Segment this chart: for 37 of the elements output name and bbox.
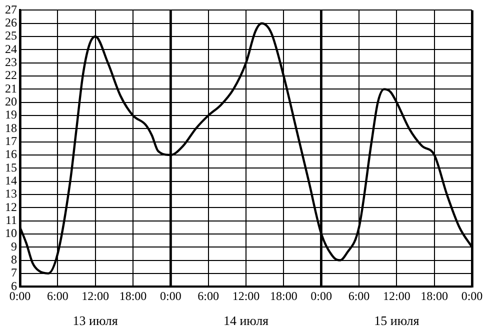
y-tick-label: 17 — [5, 134, 17, 148]
y-tick-label: 21 — [5, 81, 17, 96]
y-tick-label: 7 — [11, 266, 17, 280]
y-tick-label: 16 — [5, 147, 17, 162]
y-tick-label: 6 — [11, 278, 17, 293]
y-tick-label: 14 — [5, 173, 17, 188]
y-tick-label: 19 — [5, 108, 17, 122]
text: 13 июля — [72, 313, 118, 328]
y-tick-label: 24 — [5, 42, 17, 56]
y-tick-label: 11 — [5, 212, 17, 227]
y-tick-label: 9 — [11, 239, 17, 254]
y-tick-label: 25 — [5, 28, 17, 43]
x-tick-label: 12:00 — [232, 288, 260, 303]
x-tick-label: 12:00 — [82, 288, 110, 303]
x-tick-label: 18:00 — [270, 288, 298, 303]
x-tick-label: 18:00 — [420, 288, 448, 303]
x-tick-label: 12:00 — [382, 288, 410, 303]
y-tick-label: 18 — [5, 120, 17, 135]
y-tick-label: 10 — [5, 226, 17, 240]
y-tick-label: 23 — [5, 55, 17, 70]
x-tick-label: 0:00 — [310, 288, 332, 303]
y-tick-label: 22 — [5, 68, 17, 82]
y-tick-label: 26 — [5, 16, 17, 30]
x-tick-label: 6:00 — [46, 288, 68, 303]
x-tick-label: 6:00 — [198, 288, 220, 303]
y-tick-label: 27 — [5, 2, 17, 16]
text: 14 июля — [223, 313, 269, 328]
x-tick-label: 18:00 — [119, 288, 147, 303]
y-tick-label: 20 — [5, 94, 17, 108]
text: 15 июля — [374, 313, 420, 328]
x-tick-label: 0:00 — [160, 288, 182, 303]
x-tick-label: 6:00 — [348, 288, 370, 303]
x-tick-label: 0:00 — [461, 288, 483, 303]
y-tick-label: 13 — [5, 186, 17, 201]
y-tick-label: 8 — [11, 252, 17, 266]
y-tick-label: 12 — [5, 200, 17, 214]
y-tick-label: 15 — [5, 160, 17, 174]
